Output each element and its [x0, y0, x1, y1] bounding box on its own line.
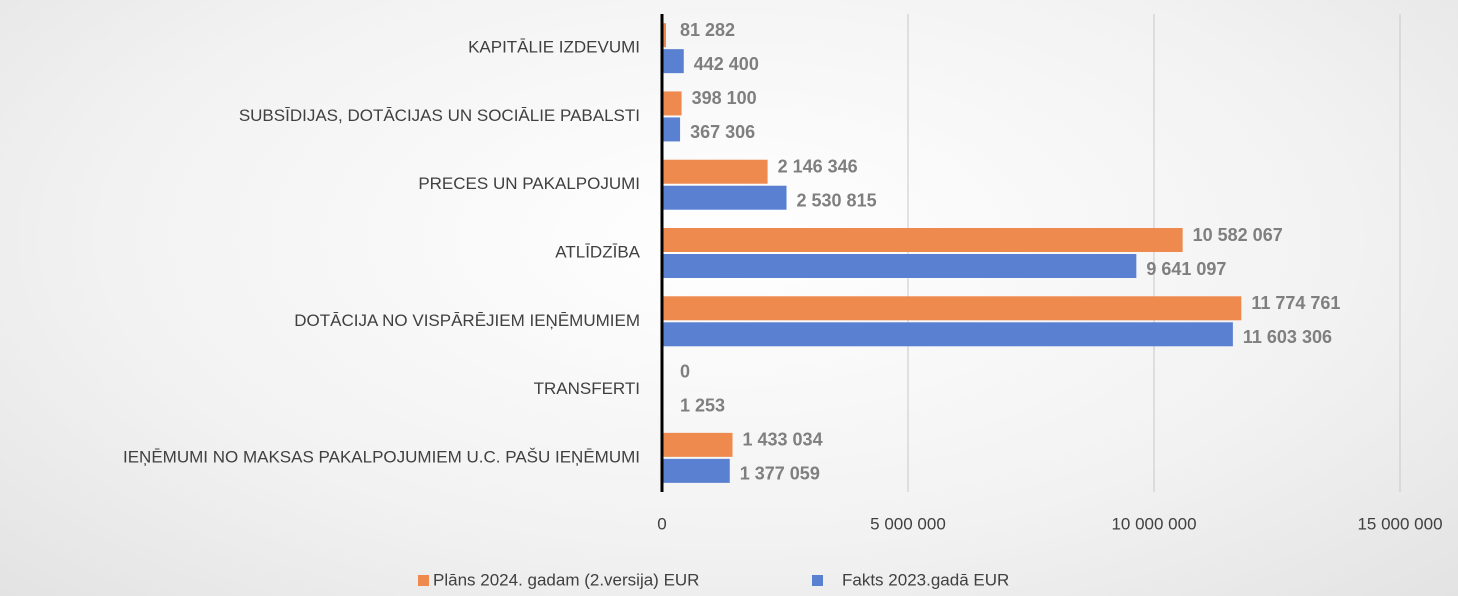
value-label: 1 253	[680, 395, 725, 415]
bar	[662, 322, 1233, 347]
category-label: SUBSĪDIJAS, DOTĀCIJAS UN SOCIĀLIE PABALS…	[239, 106, 640, 125]
value-label: 398 100	[692, 88, 757, 108]
bar	[662, 458, 730, 483]
value-label: 11 774 761	[1251, 293, 1340, 313]
bar	[662, 49, 684, 74]
bar	[662, 432, 733, 457]
legend-label: Fakts 2023.gadā EUR	[842, 570, 1009, 589]
value-label: 442 400	[694, 54, 759, 74]
bar	[662, 23, 666, 48]
x-tick-label: 10 000 000	[1111, 514, 1196, 533]
bar	[662, 117, 681, 142]
value-label: 10 582 067	[1193, 225, 1283, 245]
value-label: 1 433 034	[743, 430, 823, 450]
bar	[662, 185, 787, 210]
value-label: 367 306	[690, 122, 755, 142]
category-label: DOTĀCIJA NO VISPĀRĒJIEM IEŅĒMUMIEM	[294, 311, 640, 330]
legend-label: Plāns 2024. gadam (2.versija) EUR	[433, 570, 699, 589]
value-label: 11 603 306	[1243, 327, 1332, 347]
value-label: 9 641 097	[1146, 259, 1226, 279]
value-label: 2 530 815	[797, 190, 877, 210]
legend-swatch	[418, 575, 429, 586]
x-tick-label: 15 000 000	[1357, 514, 1442, 533]
bar	[662, 228, 1183, 252]
category-label: TRANSFERTI	[534, 379, 640, 398]
value-label: 81 282	[680, 20, 735, 40]
bar	[662, 296, 1242, 321]
x-tick-label: 5 000 000	[870, 514, 946, 533]
value-label: 1 377 059	[740, 464, 820, 484]
legend-swatch	[812, 575, 823, 586]
category-label: IEŅĒMUMI NO MAKSAS PAKALPOJUMIEM U.C. PA…	[123, 447, 640, 466]
category-label: PRECES UN PAKALPOJUMI	[418, 174, 640, 193]
category-label: KAPITĀLIE IZDEVUMI	[468, 38, 640, 57]
bar	[662, 254, 1137, 278]
category-label: ATLĪDZĪBA	[555, 242, 640, 261]
value-label: 2 146 346	[778, 156, 858, 176]
value-label: 0	[680, 361, 690, 381]
bar	[662, 159, 768, 184]
x-tick-label: 0	[657, 514, 666, 533]
bar	[662, 91, 682, 116]
